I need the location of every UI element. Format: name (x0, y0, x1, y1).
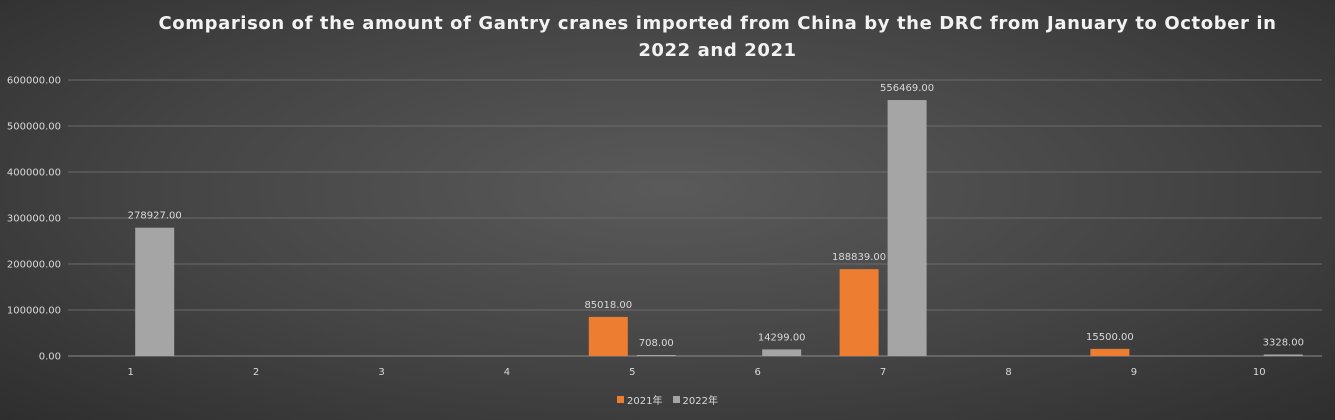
bar-2022-6 (762, 349, 802, 356)
y-tick-label: 100000.00 (7, 306, 61, 317)
x-tick-label: 5 (629, 367, 635, 378)
legend-swatch-2021 (617, 396, 625, 403)
y-tick-label: 500000.00 (7, 122, 61, 133)
data-label: 3328.00 (1263, 337, 1304, 348)
x-tick-label: 7 (880, 367, 886, 378)
data-label: 85018.00 (584, 300, 632, 311)
y-tick-label: 0.00 (39, 352, 61, 363)
data-label: 15500.00 (1086, 332, 1134, 343)
x-tick-label: 3 (378, 367, 384, 378)
legend-label-2022: 2022年 (682, 396, 718, 407)
x-tick-label: 10 (1253, 367, 1266, 378)
chart-title: Comparison of the amount of Gantry crane… (158, 13, 1277, 61)
gridlines (68, 79, 1322, 357)
bars (135, 100, 1303, 356)
x-tick-label: 8 (1005, 367, 1011, 378)
data-label: 188839.00 (832, 252, 886, 263)
bar-2022-10 (1263, 354, 1303, 356)
legend-swatch-2022 (672, 396, 680, 403)
x-tick-label: 2 (253, 367, 259, 378)
x-tick-label: 9 (1131, 367, 1137, 378)
bar-2021-5 (588, 316, 628, 356)
bar-2022-7 (887, 100, 927, 356)
bar-2022-1 (135, 227, 175, 356)
bar-2021-9 (1090, 348, 1130, 356)
data-labels: 85018.00 188839.00 15500.00 278927.00 708.00… (128, 83, 1304, 349)
y-tick-label: 400000.00 (7, 168, 61, 179)
x-tick-label: 1 (128, 367, 134, 378)
data-label: 708.00 (639, 338, 674, 349)
x-tick-label: 4 (504, 367, 510, 378)
x-axis-tick-labels: 1 2 3 4 5 6 7 8 9 10 (128, 367, 1266, 378)
x-tick-label: 6 (755, 367, 761, 378)
legend-item-2021: 2021年 (617, 392, 663, 407)
legend: 2021年 2022年 (0, 392, 1335, 407)
y-axis-tick-labels: 0.00 100000.00 200000.00 300000.00 400000.00… (7, 76, 61, 363)
bar-2022-5 (636, 355, 676, 356)
y-tick-label: 600000.00 (7, 76, 61, 87)
data-label: 14299.00 (758, 332, 806, 343)
bar-2021-7 (839, 269, 879, 356)
y-tick-label: 200000.00 (7, 260, 61, 271)
y-tick-label: 300000.00 (7, 214, 61, 225)
data-label: 556469.00 (880, 83, 934, 94)
legend-item-2022: 2022年 (672, 392, 718, 407)
legend-label-2021: 2021年 (627, 396, 663, 407)
data-label: 278927.00 (128, 211, 182, 222)
